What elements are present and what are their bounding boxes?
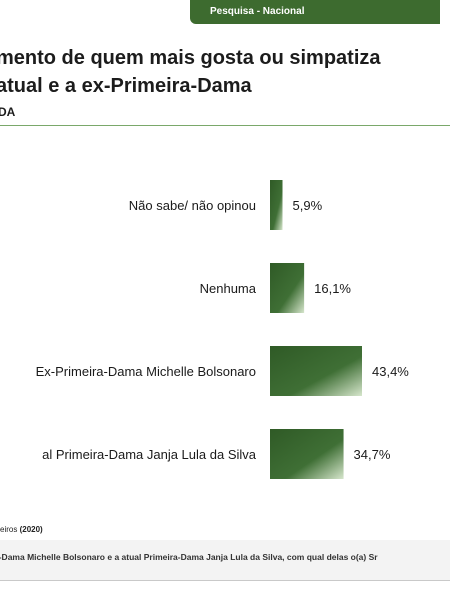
category-label: Não sabe/ não opinou (129, 198, 256, 213)
bar (270, 180, 283, 230)
survey-tab-label: Pesquisa - Nacional (210, 6, 305, 17)
category-label: Nenhuma (200, 281, 257, 296)
category-label: al Primeira-Dama Janja Lula da Silva (42, 447, 257, 462)
value-label: 43,4% (372, 364, 409, 379)
chart-title: mento de quem mais gosta ou simpatiza at… (0, 44, 450, 100)
value-label: 5,9% (293, 198, 323, 213)
title-divider (0, 125, 450, 126)
bottom-divider (0, 580, 450, 581)
survey-tab: Pesquisa - Nacional (190, 0, 440, 24)
bar (270, 346, 362, 396)
category-label: Ex-Primeira-Dama Michelle Bolsonaro (36, 364, 256, 379)
value-label: 34,7% (354, 447, 391, 462)
bar-chart: Não sabe/ não opinou 5,9% Nenhuma 16,1% Ex-P… (0, 140, 450, 520)
title-line-1: mento de quem mais gosta ou simpatiza (0, 47, 381, 69)
bar (270, 263, 305, 313)
title-line-2: atual e a ex-Primeira-Dama (0, 75, 252, 97)
source-note: eiros (2020) (0, 525, 43, 534)
chart-subtitle: DA (0, 105, 16, 119)
source-year: (2020) (19, 525, 43, 534)
question-band (0, 540, 450, 580)
value-label: 16,1% (314, 281, 351, 296)
bar-chart-svg: Não sabe/ não opinou 5,9% Nenhuma 16,1% Ex-P… (36, 180, 409, 479)
bar (270, 429, 344, 479)
survey-question: a-Dama Michelle Bolsonaro e a atual Prim… (0, 552, 378, 562)
source-prefix: eiros (0, 525, 18, 534)
